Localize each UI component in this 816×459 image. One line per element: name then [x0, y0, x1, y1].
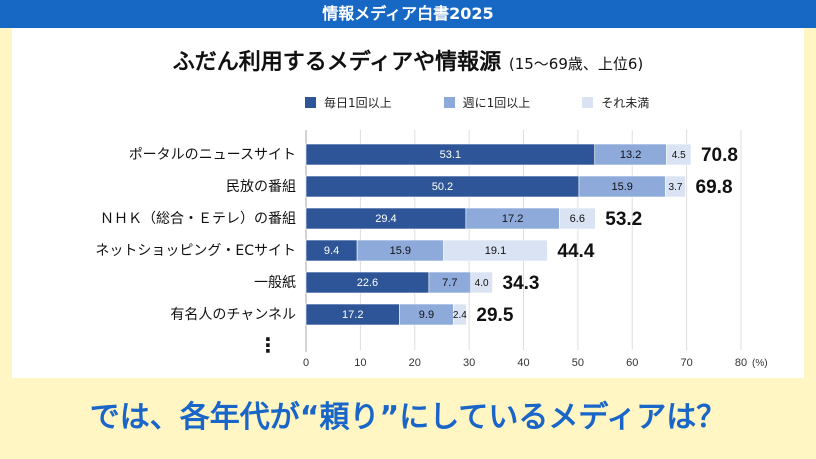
legend-swatch	[305, 97, 316, 108]
more-indicator: ⋮	[258, 333, 278, 357]
title-main: ふだん利用するメディアや情報源	[172, 50, 502, 75]
category-label: ネットショッピング・ECサイト	[95, 243, 296, 259]
bottom-question: では、各年代が“頼り”にしているメディアは？	[89, 400, 727, 435]
data-label: 15.9	[611, 181, 632, 193]
category-label: 有名人のチャンネル	[170, 307, 296, 323]
x-tick-label: 50	[572, 357, 584, 369]
x-tick-label: 30	[463, 357, 475, 369]
x-unit: (%)	[752, 358, 768, 369]
category-label: 一般紙	[254, 275, 296, 291]
chart-title: ふだん利用するメディアや情報源 (15～69歳、上位6)	[0, 44, 816, 76]
bar-segment	[453, 303, 467, 326]
data-label: 19.1	[485, 245, 506, 257]
total-label: 29.5	[476, 305, 513, 326]
legend-less: それ未満	[582, 94, 649, 111]
data-label: 17.2	[502, 213, 523, 225]
title-sub: (15～69歳、上位6)	[508, 55, 644, 73]
total-label: 53.2	[605, 209, 642, 230]
x-tick-label: 0	[303, 357, 309, 369]
data-label: 9.4	[324, 245, 339, 257]
bar-segment	[443, 239, 548, 262]
legend-label: 毎日1回以上	[324, 96, 392, 110]
legend-weekly: 週に1回以上	[443, 94, 531, 111]
total-label: 34.3	[503, 273, 540, 294]
data-label: 50.2	[432, 181, 453, 193]
data-label: 15.9	[390, 245, 411, 257]
legend-label: 週に1回以上	[462, 96, 531, 110]
legend-swatch	[443, 97, 455, 108]
category-label: ポータルのニュースサイト	[129, 147, 296, 163]
legend-swatch	[582, 97, 594, 108]
bar-segment	[665, 175, 686, 198]
bar-segment	[666, 143, 692, 166]
legend-label: それ未満	[601, 96, 650, 110]
data-label: 6.6	[570, 213, 585, 225]
data-label: 17.2	[342, 309, 363, 321]
legend-daily: 毎日1回以上	[305, 94, 392, 111]
x-tick-label: 60	[626, 357, 638, 369]
data-label: 3.7	[669, 182, 683, 193]
data-label: 4.5	[672, 150, 686, 161]
legend: 毎日1回以上 週に1回以上 それ未満	[305, 94, 649, 111]
data-label: 22.6	[357, 277, 378, 289]
data-label: 2.4	[453, 310, 467, 321]
x-tick-label: 70	[681, 357, 693, 369]
total-label: 70.8	[701, 145, 738, 166]
x-tick-label: 10	[354, 357, 366, 369]
category-label: 民放の番組	[226, 179, 296, 195]
data-label: 4.0	[475, 278, 489, 289]
x-tick-label: 80	[735, 357, 747, 369]
data-label: 29.4	[375, 213, 396, 225]
data-label: 9.9	[419, 309, 434, 321]
bar-segment	[559, 207, 596, 230]
x-tick-label: 40	[517, 357, 529, 369]
data-label: 13.2	[620, 149, 641, 161]
header-bar: 情報メディア白書2025	[0, 0, 816, 28]
x-tick-label: 20	[409, 357, 421, 369]
bar-segment	[470, 271, 493, 294]
total-label: 69.8	[696, 177, 733, 198]
data-label: 7.7	[442, 277, 457, 289]
total-label: 44.4	[557, 241, 594, 262]
data-label: 53.1	[440, 149, 461, 161]
category-label: ＮＨＫ（総合・Ｅテレ）の番組	[100, 211, 296, 227]
